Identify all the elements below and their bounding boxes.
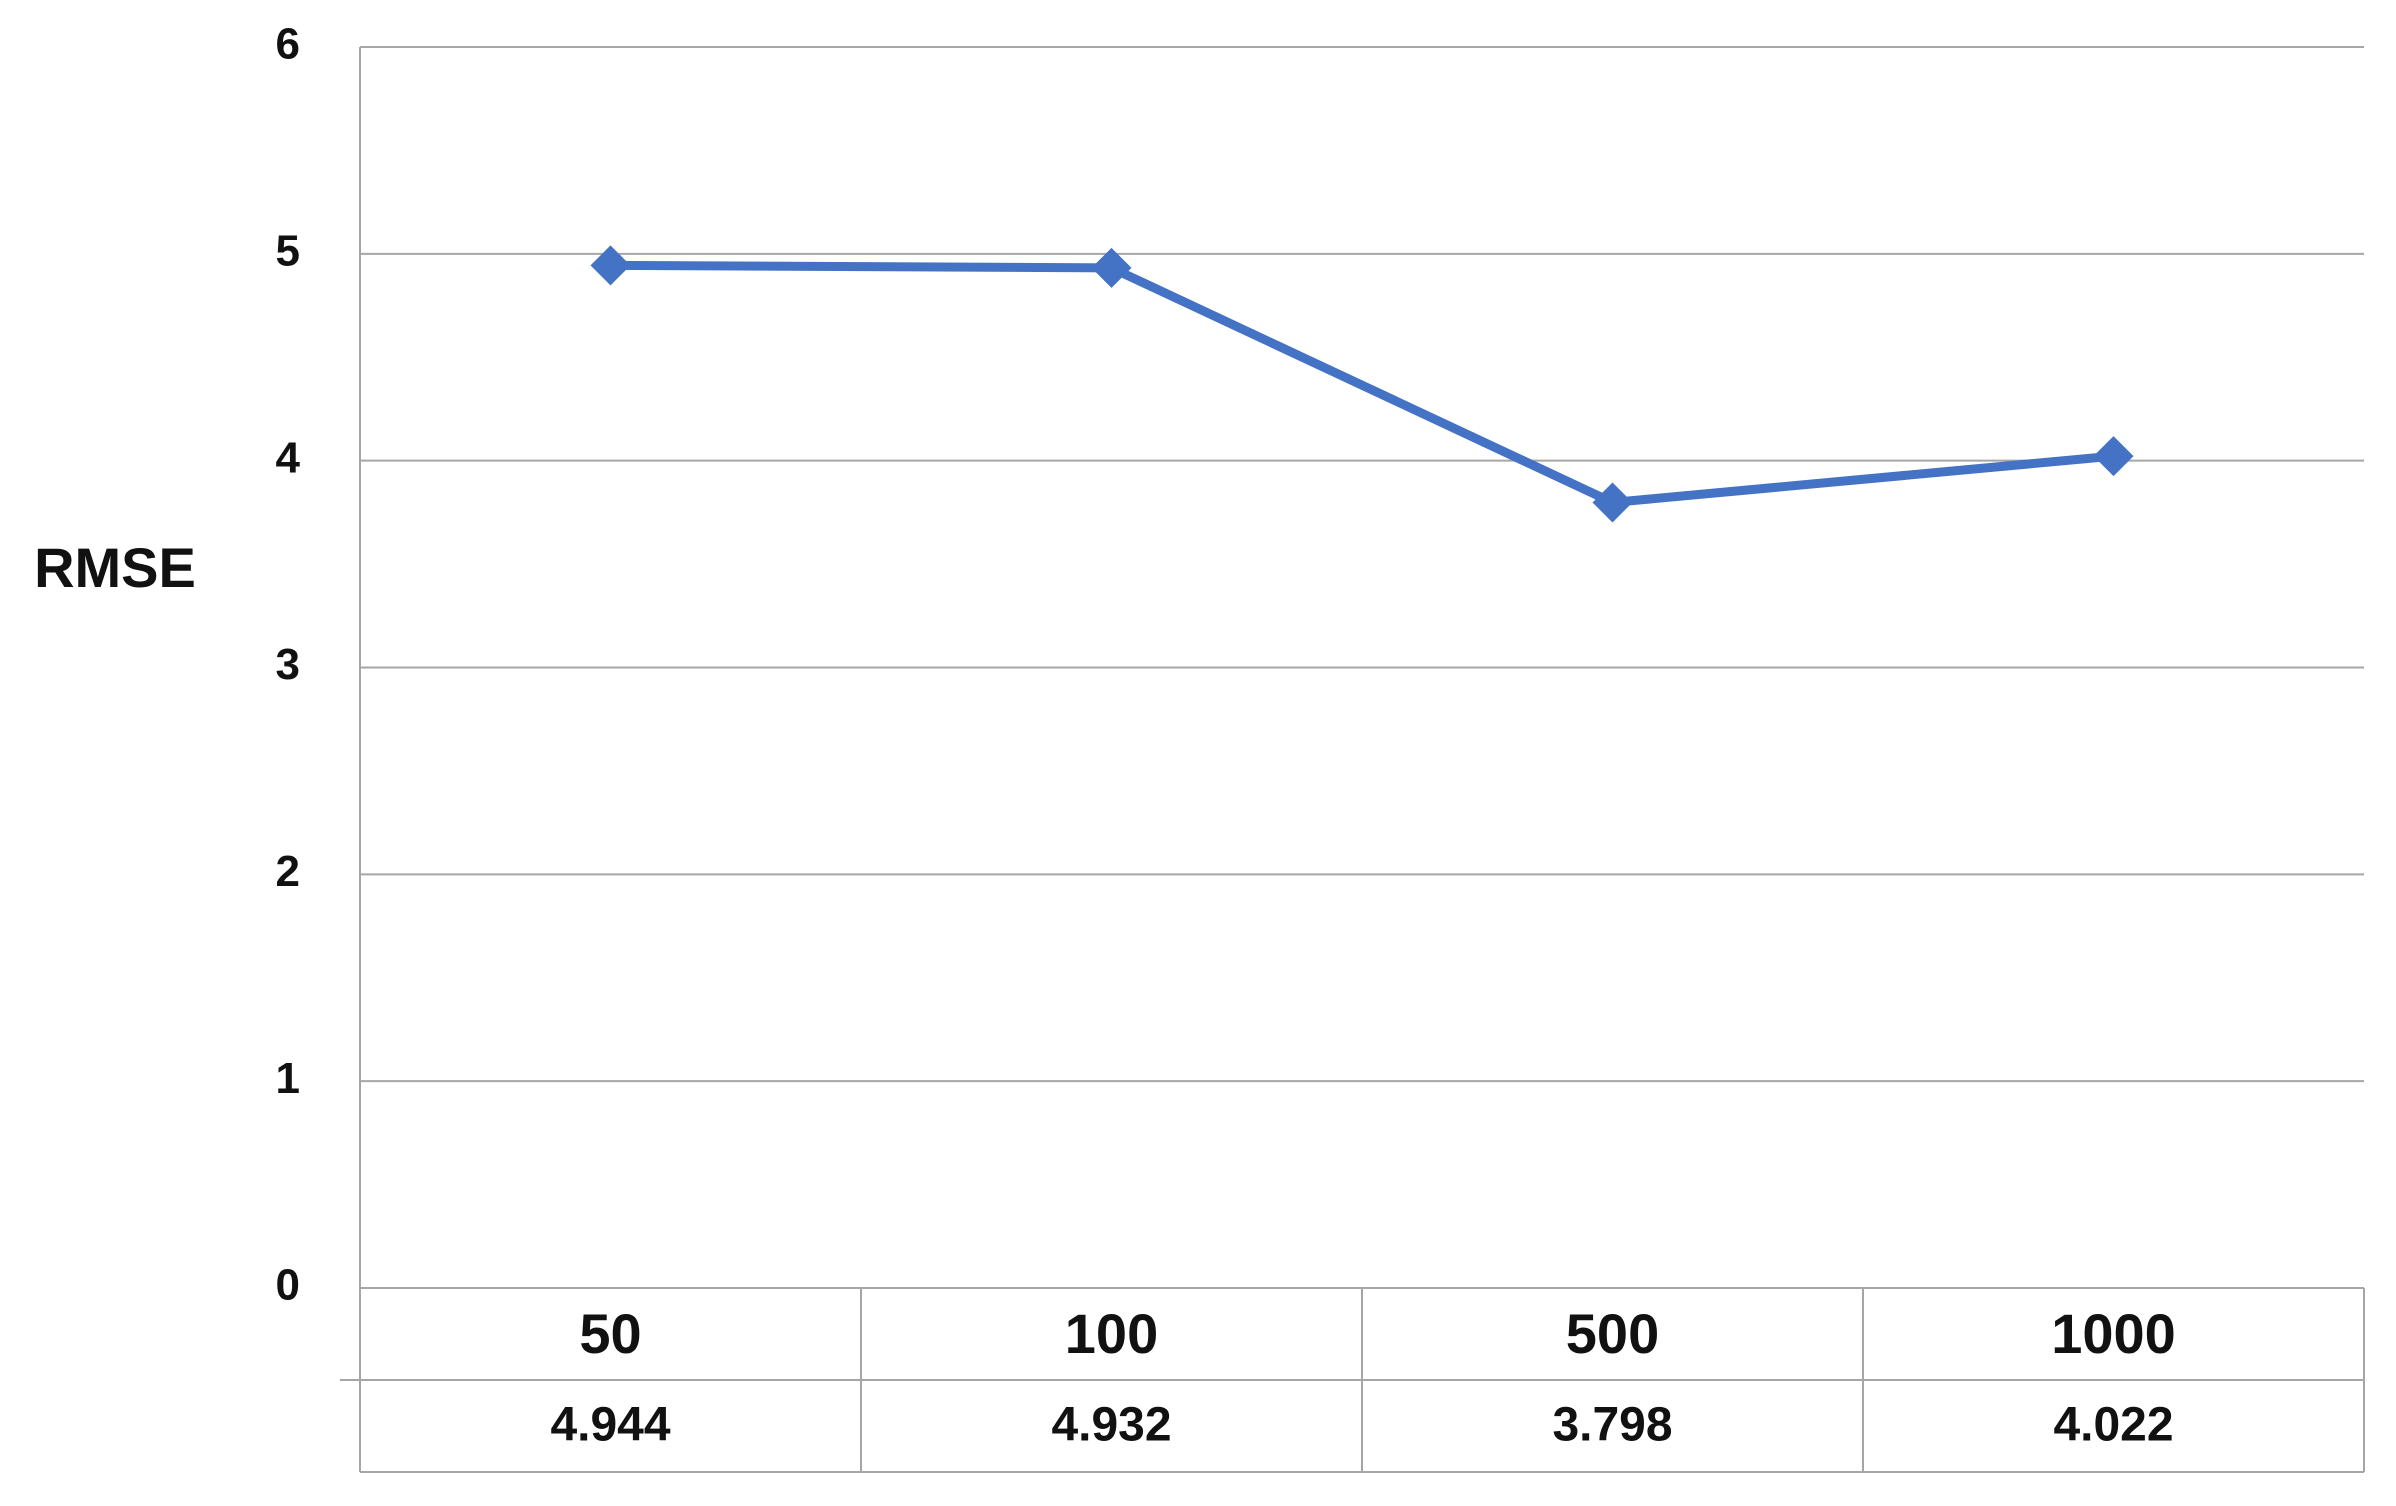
y-tick-label: 1 bbox=[276, 1054, 300, 1103]
y-tick-label: 2 bbox=[276, 847, 300, 896]
x-tick-label: 500 bbox=[1566, 1302, 1659, 1365]
y-tick-label: 4 bbox=[276, 433, 301, 482]
data-table-value: 3.798 bbox=[1552, 1399, 1672, 1452]
marker bbox=[1592, 482, 1633, 523]
y-tick-label: 5 bbox=[276, 226, 300, 275]
marker bbox=[1091, 247, 1132, 288]
marker bbox=[590, 245, 631, 286]
y-tick-label: 6 bbox=[276, 20, 300, 69]
marker bbox=[2093, 436, 2134, 477]
x-tick-label: 1000 bbox=[2051, 1302, 2176, 1365]
data-table-value: 4.944 bbox=[550, 1399, 670, 1452]
x-tick-label: 100 bbox=[1065, 1302, 1158, 1365]
y-tick-label: 3 bbox=[276, 640, 300, 689]
data-table-value: 4.022 bbox=[2053, 1399, 2173, 1452]
y-tick-label: 0 bbox=[276, 1261, 300, 1310]
x-tick-label: 50 bbox=[579, 1302, 641, 1365]
data-table-value: 4.932 bbox=[1051, 1399, 1171, 1452]
line bbox=[610, 260, 2114, 507]
y-axis-label: RMSE bbox=[34, 536, 196, 599]
